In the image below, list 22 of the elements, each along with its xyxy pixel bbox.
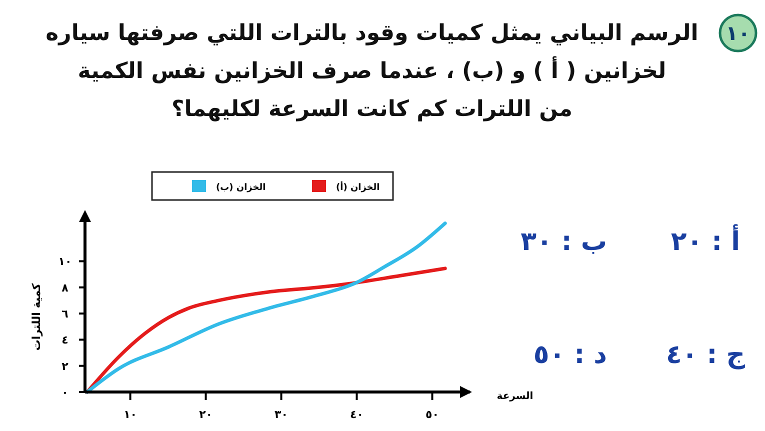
legend-label: الخزان (ب) (216, 183, 266, 193)
x-tick-label: ٤٠ (350, 408, 364, 421)
x-tick-label: ٣٠ (274, 408, 288, 421)
y-tick-label: ١٠ (58, 255, 72, 268)
text: د : ٥٠ (533, 340, 607, 370)
text: ب : ٣٠ (520, 227, 607, 257)
y-tick-label: ٠ (62, 386, 68, 399)
text: ١٠ (726, 21, 750, 45)
x-tick-label: ٥٠ (426, 408, 439, 421)
y-tick-label: ٦ (62, 308, 69, 321)
x-tick-label: ١٠ (124, 408, 138, 421)
legend-label: الخزان (أ) (336, 181, 380, 193)
y-tick-label: ٨ (62, 281, 69, 294)
text: أ : ٢٠ (670, 224, 740, 257)
y-axis-title: كمية اللترات (30, 282, 43, 351)
text: ج : ٤٠ (666, 340, 746, 370)
x-tick-label: ٢٠ (199, 408, 213, 421)
y-tick-label: ٤ (62, 334, 68, 347)
x-axis-title: السرعة (496, 391, 534, 402)
y-tick-label: ٢ (62, 360, 69, 373)
line-series (86, 222, 447, 394)
chart-title: الرسم البياني يمثل كميات وقود بالترات اللتي صرفتها سياره لخزانين ( أ ) و (ب) ، عندما صرف الخزانين نفس الكمية من اللترات كم كانت السرعة لكليهما؟ (46, 21, 698, 122)
